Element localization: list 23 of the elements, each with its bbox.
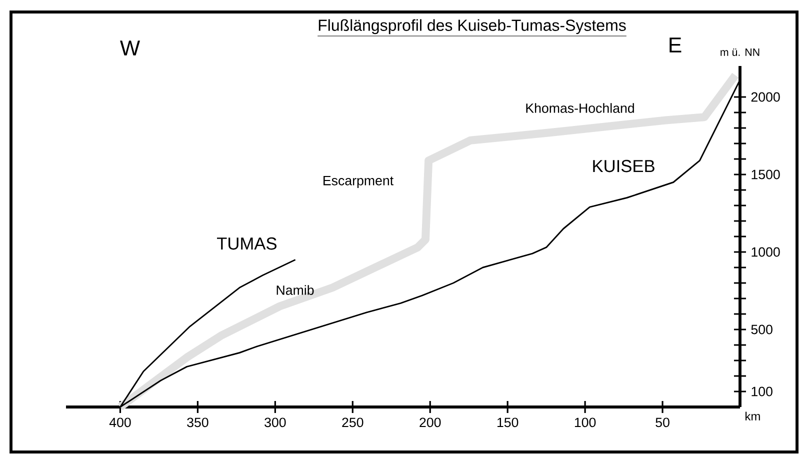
annotation: Namib (276, 285, 314, 295)
x-tick-label: 300 (264, 418, 286, 428)
text: E (670, 38, 682, 52)
series-label: KUISEB (593, 160, 654, 172)
y-tick-label: 2000 (751, 92, 780, 102)
x-tick-label: 200 (420, 418, 441, 428)
y-axis-title: m ü. NN (720, 48, 760, 56)
y-tick-label: 500 (751, 324, 772, 334)
annotation: Escarpment (324, 176, 394, 188)
series-label: TUMAS (217, 237, 276, 250)
chart-title: Flußlängsprofil des Kuiseb-Tumas-Systems (318, 19, 626, 34)
x-tick-label: 250 (342, 418, 364, 428)
x-tick-label: 150 (497, 418, 518, 428)
x-tick-label: 50 (656, 418, 670, 428)
x-axis-title: km (746, 412, 760, 420)
x-tick-label: 400 (109, 418, 131, 428)
annotation: Khomas-Hochland (526, 103, 634, 113)
text: W (120, 40, 140, 56)
y-tick-label: 1500 (752, 170, 780, 180)
y-tick-label: 1000 (752, 247, 780, 257)
x-tick-label: 100 (574, 418, 596, 428)
x-tick-label: 350 (187, 418, 208, 428)
y-tick-label: 100 (752, 386, 772, 396)
